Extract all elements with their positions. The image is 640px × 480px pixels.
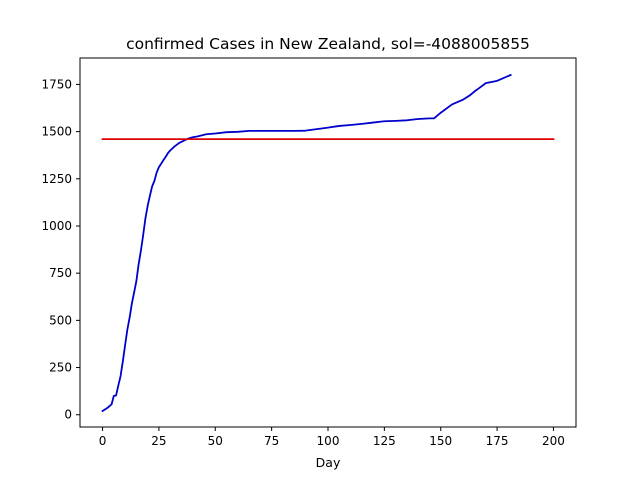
x-tick-label: 125	[373, 434, 396, 448]
x-tick-label: 25	[151, 434, 166, 448]
series-group	[101, 73, 555, 413]
x-tick-label: 150	[429, 434, 452, 448]
x-tick-label: 50	[208, 434, 223, 448]
y-tick-label: 1250	[41, 172, 72, 186]
y-tick-label: 1750	[41, 77, 72, 91]
x-axis: 0 25 50 75 100 125 150 175 200	[99, 427, 565, 448]
series-line-0	[101, 73, 512, 413]
x-tick-label: 0	[99, 434, 107, 448]
y-axis: 0 250 500 750 1000 1250 1500 1750	[41, 77, 80, 422]
y-tick-label: 1000	[41, 219, 72, 233]
y-tick-label: 250	[49, 361, 72, 375]
y-tick-label: 500	[49, 313, 72, 327]
y-tick-label: 750	[49, 266, 72, 280]
chart-title: confirmed Cases in New Zealand, sol=-408…	[126, 35, 530, 53]
x-tick-label: 75	[264, 434, 279, 448]
y-tick-label: 1500	[41, 125, 72, 139]
x-tick-label: 175	[486, 434, 509, 448]
y-tick-label: 0	[64, 408, 72, 422]
x-axis-label: Day	[316, 455, 341, 470]
x-tick-label: 200	[542, 434, 565, 448]
x-tick-label: 100	[317, 434, 340, 448]
